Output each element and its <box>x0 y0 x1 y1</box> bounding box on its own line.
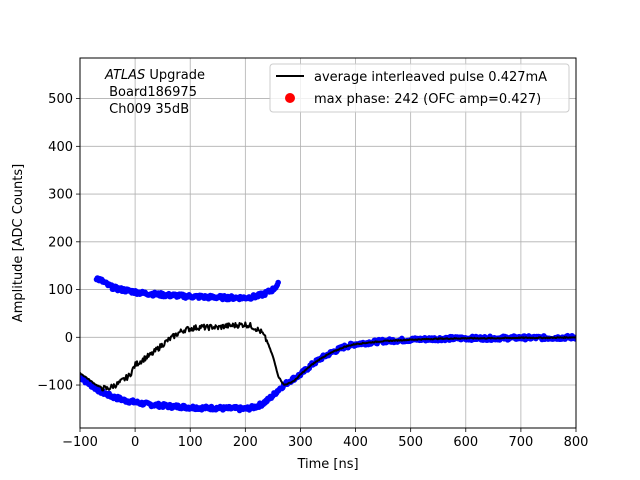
annotation-board: Board186975 <box>105 85 197 100</box>
x-tick-label: 100 <box>178 435 203 450</box>
annotation-atlas: ATLAS <box>104 68 145 83</box>
y-tick-label: 0 <box>65 331 73 346</box>
plot-area <box>80 275 576 414</box>
y-tick-label: 200 <box>48 235 73 250</box>
x-axis: −100 0 100 200 300 400 500 600 700 800 <box>62 428 588 450</box>
legend-label-average: average interleaved pulse 0.427mA <box>314 70 547 85</box>
x-tick-label: 600 <box>453 435 478 450</box>
x-tick-label: 700 <box>508 435 533 450</box>
legend: average interleaved pulse 0.427mA max ph… <box>269 63 570 113</box>
y-tick-label: −100 <box>37 379 73 394</box>
plot-frame <box>79 57 577 429</box>
x-tick-label: 800 <box>564 435 589 450</box>
legend-box <box>269 63 570 113</box>
y-axis: −100 0 100 200 300 400 500 <box>37 92 80 394</box>
atlas-annotation: ATLAS Upgrade Board186975 Ch009 35dB <box>104 68 205 117</box>
x-tick-label: 0 <box>131 435 139 450</box>
legend-marker-swatch <box>285 93 295 103</box>
series-line-average-pulse <box>80 321 576 392</box>
data-point <box>275 279 281 286</box>
series-points-1 <box>80 332 576 414</box>
x-tick-label: 400 <box>343 435 368 450</box>
annotation-channel: Ch009 35dB <box>105 102 189 117</box>
annotation-upgrade: Upgrade <box>145 68 205 83</box>
legend-label-max-phase: max phase: 242 (OFC amp=0.427) <box>314 92 541 107</box>
y-tick-label: 400 <box>48 140 73 155</box>
y-tick-label: 500 <box>48 92 73 107</box>
x-tick-label: −100 <box>62 435 98 450</box>
y-axis-label: Amplitude [ADC Counts] <box>11 164 26 322</box>
x-tick-label: 300 <box>288 435 313 450</box>
x-axis-label: Time [ns] <box>296 457 358 472</box>
x-tick-label: 200 <box>233 435 258 450</box>
x-tick-label: 500 <box>398 435 423 450</box>
svg-text:ATLAS Upgrade: ATLAS Upgrade <box>104 68 205 83</box>
series-points-2 <box>93 275 281 303</box>
y-tick-label: 100 <box>48 283 73 298</box>
y-tick-label: 300 <box>48 188 73 203</box>
